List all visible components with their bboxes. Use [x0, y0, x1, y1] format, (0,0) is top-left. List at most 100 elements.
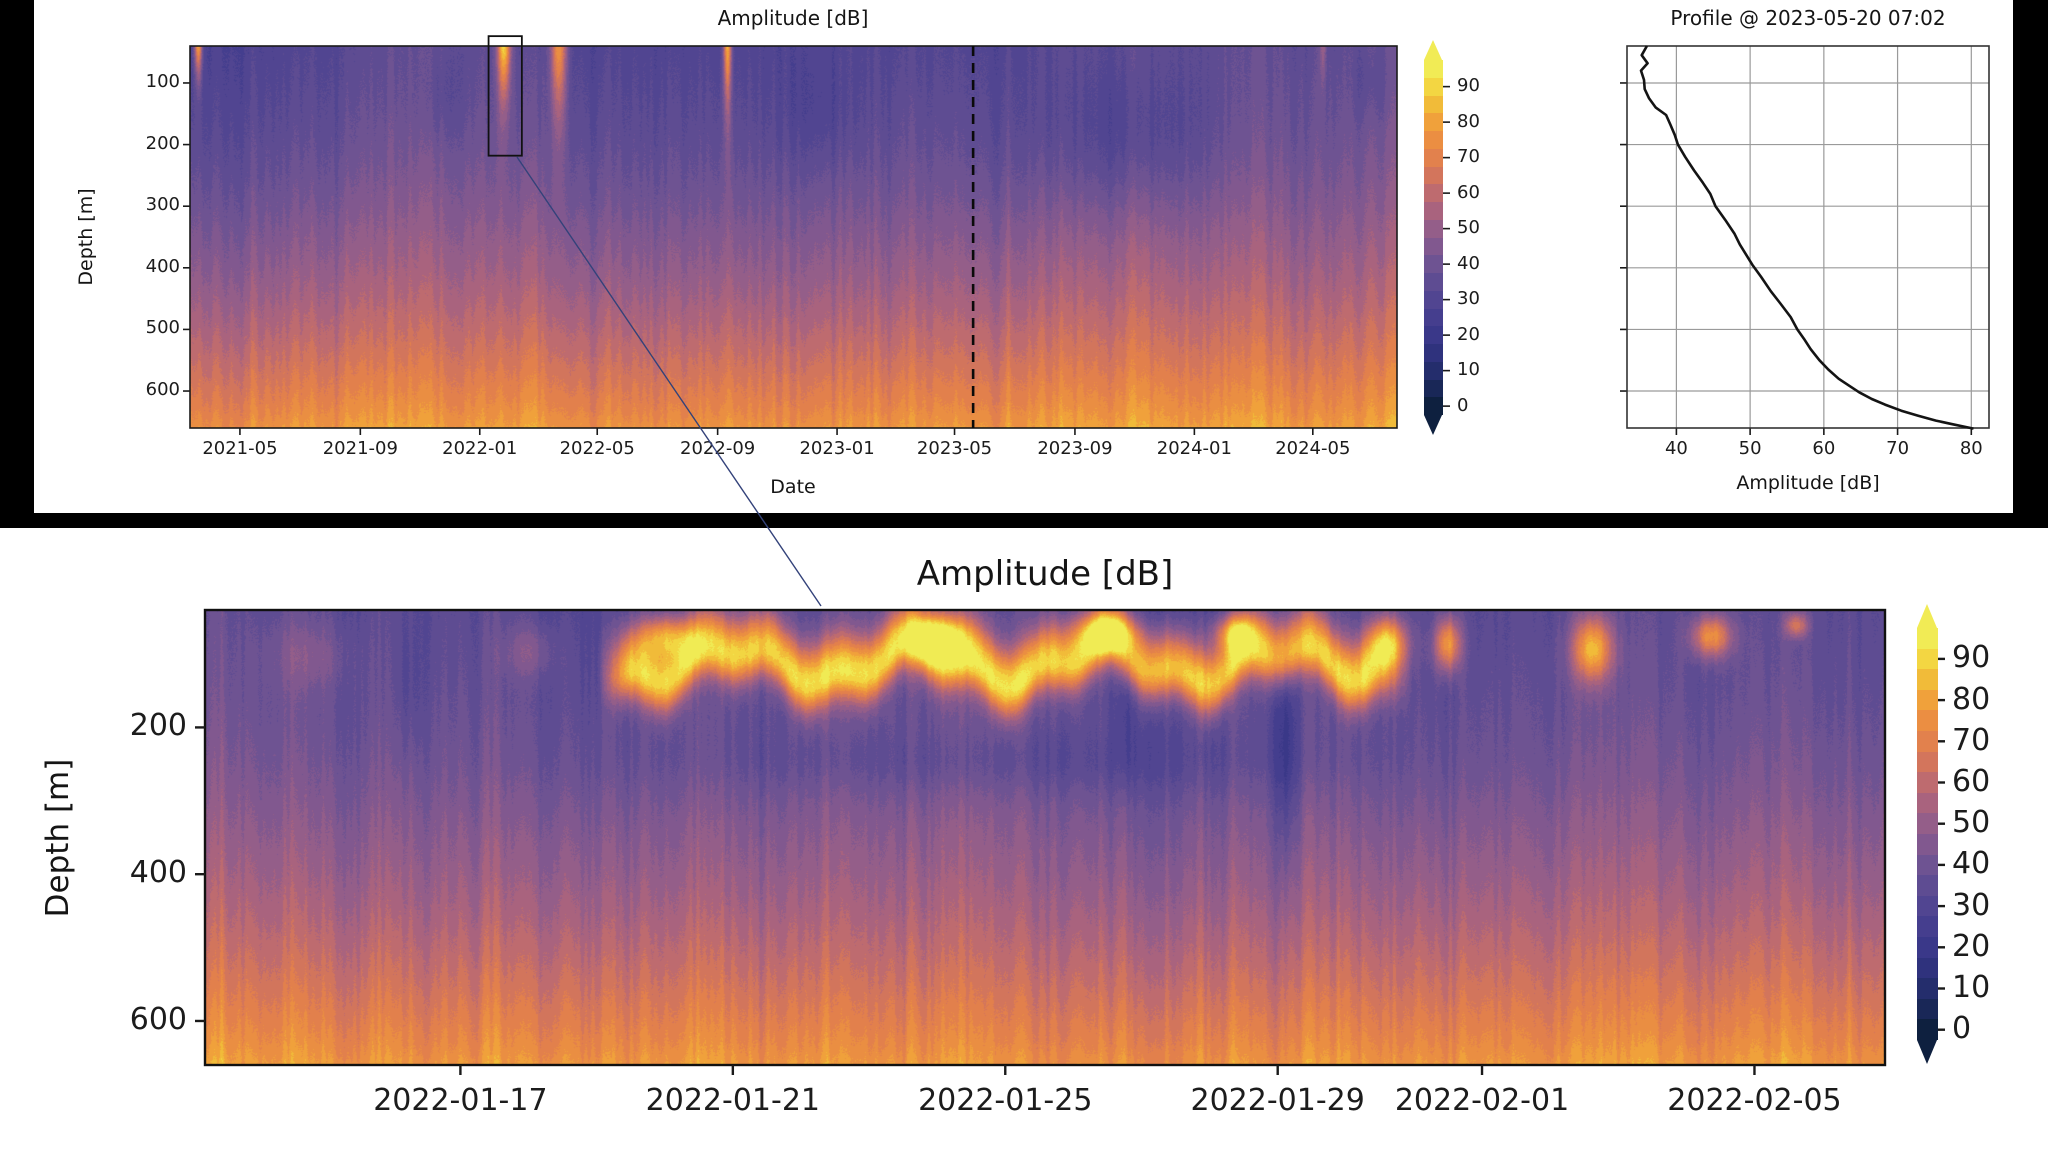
colorbar-band	[1424, 95, 1443, 114]
colorbar-band	[1917, 854, 1938, 876]
colorbar-band	[1424, 361, 1443, 380]
colorbar-tick-label: 20	[1952, 928, 1991, 964]
overview-x-tick-label: 2021-05	[202, 438, 278, 459]
colorbar-gradient	[1917, 628, 1938, 1040]
colorbar-band	[1424, 219, 1443, 238]
colorbar-gradient	[1424, 60, 1443, 415]
colorbar-band	[1917, 648, 1938, 670]
colorbar-band	[1917, 772, 1938, 793]
overview-x-tick-label: 2022-05	[559, 438, 635, 459]
zoom-y-axis-label: Depth [m]	[40, 758, 76, 918]
zoom-y-tick-label: 400	[129, 855, 187, 891]
colorbar-band	[1917, 936, 1938, 958]
colorbar-band	[1917, 669, 1938, 690]
profile-x-tick-label: 70	[1886, 438, 1910, 459]
colorbar-tick-label: 0	[1952, 1011, 1972, 1047]
colorbar-band	[1917, 978, 1938, 999]
colorbar-band	[1424, 326, 1443, 344]
overview-x-tick-label: 2022-09	[680, 438, 756, 459]
profile-x-tick-label: 40	[1664, 438, 1688, 459]
colorbar-band	[1917, 710, 1938, 731]
overview-x-tick-label: 2024-01	[1156, 438, 1232, 459]
colorbar-band	[1424, 184, 1443, 202]
colorbar-tick-label: 80	[1457, 110, 1480, 132]
colorbar-tick-label: 0	[1457, 394, 1469, 416]
overview-x-tick-label: 2021-09	[322, 438, 398, 459]
zoom-x-tick-label: 2022-01-29	[1190, 1083, 1365, 1118]
zoom-x-tick-label: 2022-01-17	[373, 1083, 548, 1118]
zoom-heatmap-title: Amplitude [dB]	[916, 554, 1174, 594]
overview-heatmap-title: Amplitude [dB]	[717, 6, 869, 30]
colorbar-tick-label: 90	[1457, 75, 1480, 97]
overview-y-axis-label: Depth [m]	[75, 188, 97, 286]
colorbar-band	[1424, 77, 1443, 96]
colorbar-band	[1424, 308, 1443, 327]
colorbar-band	[1424, 60, 1443, 78]
profile-x-tick-label: 80	[1959, 438, 1983, 459]
overview-y-tick-label: 300	[145, 194, 180, 216]
profile-x-tick-label: 60	[1812, 438, 1836, 459]
overview-y-tick-label: 100	[145, 70, 180, 92]
colorbar-band	[1424, 166, 1443, 185]
overview-y-tick-label: 200	[145, 132, 180, 154]
zoom-x-tick-label: 2022-01-25	[918, 1083, 1093, 1118]
colorbar-band	[1424, 273, 1443, 291]
colorbar-band	[1917, 1019, 1938, 1040]
zoom-x-tick-label: 2022-02-05	[1667, 1083, 1842, 1118]
overview-x-axis-label: Date	[770, 476, 816, 498]
colorbar-band	[1424, 237, 1443, 256]
colorbar-band	[1424, 379, 1443, 398]
overview-heatmap	[190, 46, 1397, 428]
zoom-figure: Amplitude [dB] Depth [m] 2022-01-17 2022-…	[0, 528, 2048, 1163]
colorbar-tick-label: 50	[1952, 805, 1991, 841]
colorbar-tick-label: 30	[1457, 288, 1480, 310]
overview-x-tick-label: 2023-01	[799, 438, 875, 459]
colorbar-tick-label: 10	[1457, 359, 1480, 381]
colorbar-upper-arrow	[1424, 40, 1442, 60]
profile-curve	[1639, 45, 1974, 430]
overview-x-tick-label: 2023-05	[916, 438, 993, 459]
colorbar-band	[1424, 148, 1443, 167]
overview-y-tick-label: 600	[145, 379, 180, 401]
colorbar-band	[1424, 255, 1443, 273]
colorbar-band	[1917, 895, 1938, 917]
colorbar-band	[1917, 751, 1938, 773]
zoom-x-tick-label: 2022-02-01	[1394, 1083, 1570, 1118]
colorbar-tick-label: 10	[1952, 969, 1991, 1005]
zoom-heatmap	[205, 610, 1885, 1065]
colorbar-lower-arrow	[1917, 1040, 1937, 1064]
colorbar-tick-label: 60	[1457, 181, 1480, 203]
colorbar-band	[1424, 131, 1443, 149]
colorbar-band	[1917, 998, 1938, 1020]
overview-y-tick-label: 500	[145, 317, 180, 339]
colorbar-tick-label: 40	[1952, 846, 1991, 882]
colorbar-tick-label: 70	[1952, 722, 1991, 758]
profile-x-tick-label: 50	[1738, 438, 1762, 459]
colorbar-tick-label: 50	[1457, 217, 1480, 239]
colorbar-band	[1424, 290, 1443, 309]
colorbar-upper-arrow	[1917, 604, 1937, 628]
colorbar-band	[1917, 957, 1938, 979]
colorbar-band	[1424, 202, 1443, 220]
colorbar-band	[1917, 813, 1938, 834]
overview-x-tick-label: 2023-09	[1037, 438, 1113, 459]
colorbar-tick-label: 80	[1952, 681, 1991, 717]
zoom-y-tick-label: 200	[129, 708, 187, 744]
zoom-y-tick-label: 600	[129, 1001, 187, 1037]
profile-title: Profile @ 2023-05-20 07:02	[1670, 6, 1946, 30]
colorbar-band	[1917, 875, 1938, 896]
colorbar-tick-label: 60	[1952, 763, 1991, 799]
colorbar-band	[1917, 833, 1938, 855]
colorbar-band	[1917, 689, 1938, 711]
zoom-x-tick-label: 2022-01-21	[645, 1083, 821, 1118]
colorbar-band	[1424, 113, 1443, 131]
colorbar-tick-label: 20	[1457, 323, 1480, 345]
colorbar-band	[1424, 344, 1443, 362]
profile-x-axis-label: Amplitude [dB]	[1736, 472, 1880, 494]
colorbar-tick-label: 30	[1952, 887, 1991, 923]
overview-figure: Amplitude [dB] Profile @ 2023-05-20 07:0…	[34, 0, 2013, 513]
colorbar-band	[1917, 916, 1938, 937]
colorbar-band	[1424, 397, 1443, 415]
colorbar-tick-label: 70	[1457, 146, 1480, 168]
